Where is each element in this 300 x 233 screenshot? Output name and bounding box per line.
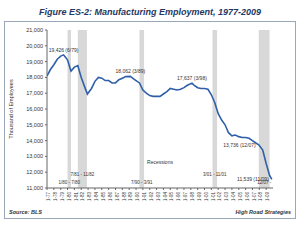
svg-text:1-81: 1-81 [74,192,79,202]
svg-text:1-99: 1-99 [197,192,202,202]
svg-text:1-04: 1-04 [231,192,236,202]
svg-text:1-89: 1-89 [128,192,133,202]
svg-text:1-77: 1-77 [46,192,51,202]
svg-text:1-05: 1-05 [238,192,243,202]
svg-text:1-01: 1-01 [211,192,216,202]
svg-text:17,637 (3/98): 17,637 (3/98) [177,75,207,81]
svg-text:12,000: 12,000 [26,169,43,175]
svg-text:1-85: 1-85 [101,192,106,202]
svg-text:1-91: 1-91 [142,192,147,202]
svg-text:1-86: 1-86 [108,192,113,202]
svg-text:1-08: 1-08 [258,192,263,202]
svg-text:1-98: 1-98 [190,192,195,202]
svg-text:17,000: 17,000 [26,90,43,96]
svg-text:1-96: 1-96 [176,192,181,202]
svg-text:1-03: 1-03 [224,192,229,202]
svg-text:1-83: 1-83 [87,192,92,202]
svg-text:13,000: 13,000 [26,153,43,159]
svg-text:1-02: 1-02 [217,192,222,202]
svg-text:21,000: 21,000 [26,27,43,33]
svg-text:1-90: 1-90 [135,192,140,202]
svg-text:1-87: 1-87 [115,192,120,202]
svg-text:1-92: 1-92 [149,192,154,202]
svg-text:1-93: 1-93 [156,192,161,202]
svg-text:3/01 - 11/01: 3/01 - 11/01 [203,172,227,177]
svg-text:1-88: 1-88 [122,192,127,202]
svg-text:1-80: 1-80 [67,192,72,202]
svg-text:1-78: 1-78 [53,192,58,202]
svg-text:19,000: 19,000 [26,59,43,65]
svg-text:20,000: 20,000 [26,43,43,49]
svg-text:1-95: 1-95 [169,192,174,202]
svg-text:Recessions: Recessions [147,159,173,165]
svg-text:1-07: 1-07 [252,192,257,202]
svg-text:12/07 -: 12/07 - [257,180,272,185]
svg-text:7/90 - 3/91: 7/90 - 3/91 [131,180,153,185]
svg-text:1/80 - 7/80: 1/80 - 7/80 [58,180,80,185]
html-text:Figure ES-2: Manufacturing Emp: Figure ES-2: Manufacturing Employment, 1… [39,7,261,17]
svg-text:7/81 - 11/82: 7/81 - 11/82 [71,172,95,177]
svg-text:15,000: 15,000 [26,122,43,128]
svg-text:18,062 (3/89): 18,062 (3/89) [115,68,145,74]
svg-text:1-94: 1-94 [163,192,168,202]
svg-text:1-06: 1-06 [245,192,250,202]
svg-text:18,000: 18,000 [26,74,43,80]
svg-text:1-00: 1-00 [204,192,209,202]
svg-text:1-09: 1-09 [265,192,270,202]
svg-text:11,000: 11,000 [27,185,43,191]
svg-text:13,736 (12/07): 13,736 (12/07) [223,142,256,148]
svg-text:1-79: 1-79 [60,192,65,202]
svg-text:16,000: 16,000 [26,106,43,112]
svg-text:19,426 (6/79): 19,426 (6/79) [49,47,79,53]
svg-text:11,539 (11/09): 11,539 (11/09) [237,176,269,182]
svg-text:Thousand of Employees: Thousand of Employees [8,79,14,139]
svg-text:1-84: 1-84 [94,192,99,202]
svg-text:1-97: 1-97 [183,192,188,202]
html-text:Source: BLS: Source: BLS [9,209,42,215]
svg-text:1-82: 1-82 [80,192,85,202]
svg-text:14,000: 14,000 [26,138,43,144]
html-text:High Road Strategies: High Road Strategies [235,209,291,215]
